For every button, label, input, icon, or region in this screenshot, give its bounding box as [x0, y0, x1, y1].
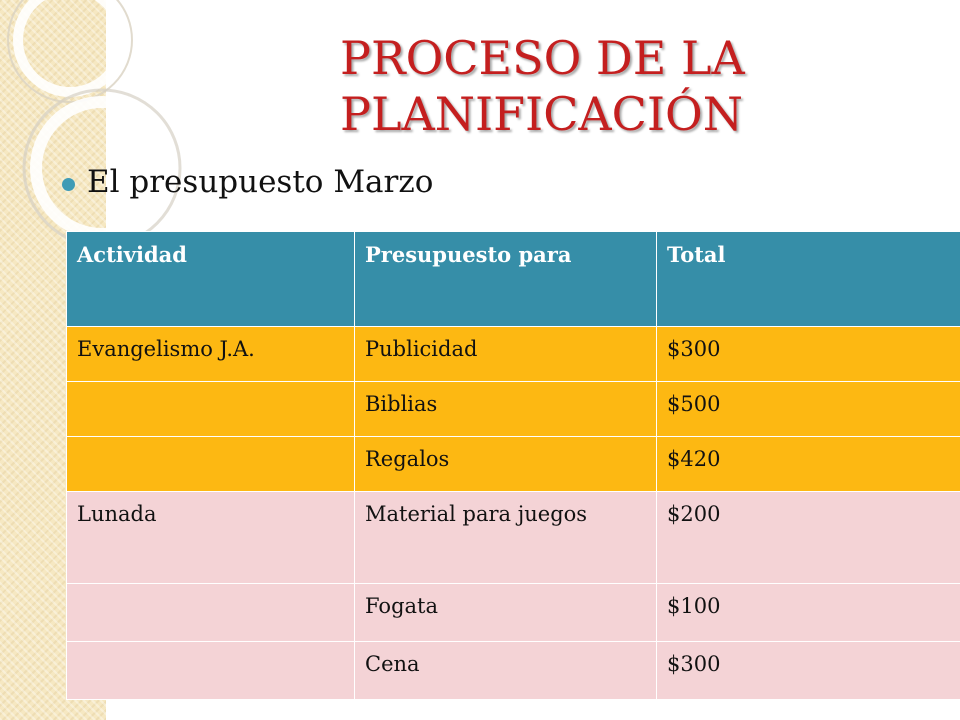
- cell-total: $300: [656, 326, 960, 382]
- table-row: Lunada Material para juegos $200: [66, 491, 960, 584]
- cell-actividad: [66, 583, 355, 642]
- table-row: Fogata $100: [66, 583, 960, 642]
- budget-table: Actividad Presupuesto para Total Evangel…: [66, 231, 960, 700]
- slide-title-line-1: PROCESO DE LA: [340, 31, 745, 85]
- cell-presupuesto: Material para juegos: [354, 491, 657, 584]
- cell-total: $200: [656, 491, 960, 584]
- cell-actividad: [66, 641, 355, 700]
- table-row: Evangelismo J.A. Publicidad $300: [66, 326, 960, 382]
- decorative-circles: [7, 0, 182, 248]
- cell-presupuesto: Publicidad: [354, 326, 657, 382]
- bullet-item: El presupuesto Marzo: [62, 164, 433, 200]
- bullet-dot-icon: [62, 177, 75, 191]
- cell-actividad: Evangelismo J.A.: [66, 326, 355, 382]
- slide-title-line-2: PLANIFICACIÓN: [340, 87, 743, 141]
- table-row: Cena $300: [66, 641, 960, 700]
- bullet-text: El presupuesto Marzo: [87, 164, 434, 200]
- header-actividad: Actividad: [66, 231, 355, 327]
- cell-actividad: [66, 436, 355, 492]
- cell-actividad: [66, 381, 355, 437]
- cell-total: $500: [656, 381, 960, 437]
- cell-total: $100: [656, 583, 960, 642]
- cell-actividad: Lunada: [66, 491, 355, 584]
- header-total: Total: [656, 231, 960, 327]
- cell-total: $300: [656, 641, 960, 700]
- slide-title: PROCESO DE LA PLANIFICACIÓN: [340, 30, 940, 142]
- table-row: Biblias $500: [66, 381, 960, 437]
- cell-presupuesto: Regalos: [354, 436, 657, 492]
- table-row: Regalos $420: [66, 436, 960, 492]
- cell-presupuesto: Cena: [354, 641, 657, 700]
- cell-presupuesto: Fogata: [354, 583, 657, 642]
- cell-total: $420: [656, 436, 960, 492]
- table-header-row: Actividad Presupuesto para Total: [66, 231, 960, 327]
- cell-presupuesto: Biblias: [354, 381, 657, 437]
- header-presupuesto: Presupuesto para: [354, 231, 657, 327]
